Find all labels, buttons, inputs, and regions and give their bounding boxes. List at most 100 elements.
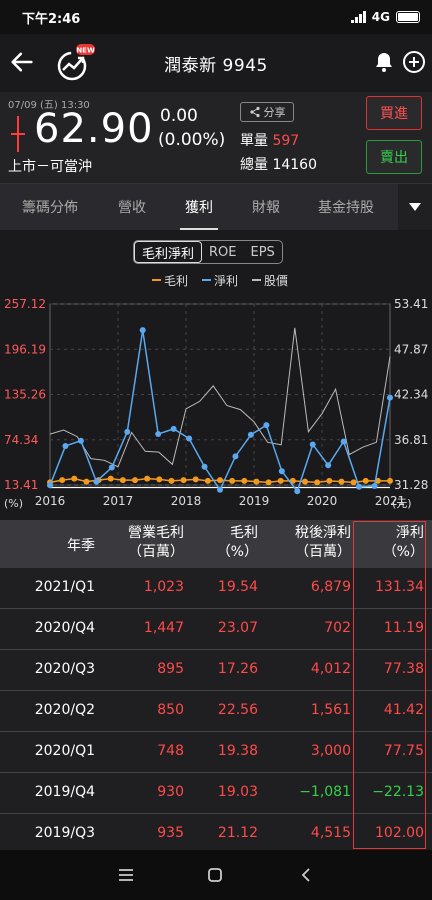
table-row[interactable]: 2020/Q3 895 17.26 4,012 77.38 <box>0 650 432 691</box>
metric-segmented-control: 毛利淨利 ROE EPS <box>133 240 283 264</box>
profit-chart-panel: 毛利淨利 ROE EPS 毛利 淨利 股價 257.12 196.19 135.26 74.… <box>0 230 432 520</box>
net-margin-point <box>124 428 131 435</box>
period-cell: 2020/Q2 <box>34 702 95 718</box>
sell-button[interactable]: 賣出 <box>366 140 422 174</box>
value-cell: 17.26 <box>217 661 258 677</box>
table-row[interactable]: 2020/Q1 748 19.38 3,000 77.75 <box>0 732 432 773</box>
left-axis-tick: 135.26 <box>4 388 46 402</box>
net-margin-point <box>371 483 378 490</box>
buy-button[interactable]: 買進 <box>366 96 422 130</box>
value-cell: 702 <box>324 620 351 636</box>
value-cell: 6,879 <box>310 579 351 595</box>
gross-margin-point <box>241 477 248 484</box>
news-trend-icon[interactable]: NEW <box>54 42 96 84</box>
table-row[interactable]: 2019/Q3 935 21.12 4,515 102.00 <box>0 814 432 855</box>
gross-margin-point <box>119 477 126 484</box>
battery-icon <box>396 11 420 23</box>
x-axis-tick: 2018 <box>171 494 202 508</box>
back-arrow-icon[interactable] <box>8 48 36 76</box>
total-volume-label: 總量 <box>240 157 268 173</box>
gross-margin-point <box>302 478 308 485</box>
tab-chips[interactable]: 籌碼分佈 <box>22 200 78 216</box>
total-volume: 14160 <box>272 157 317 173</box>
home-icon[interactable] <box>207 867 223 883</box>
page-title: 潤泰新 9945 <box>164 55 268 76</box>
left-axis-tick: 74.34 <box>4 433 38 447</box>
gross-margin-point <box>338 478 345 485</box>
net-margin-point <box>263 422 270 429</box>
table-row[interactable]: 2020/Q4 1,447 23.07 702 11.19 <box>0 609 432 650</box>
signal-icon <box>350 11 366 23</box>
gross-margin-point <box>107 475 114 482</box>
value-cell: 748 <box>157 743 184 759</box>
gross-margin-point <box>387 477 393 484</box>
value-cell: 930 <box>157 784 184 800</box>
table-row[interactable]: 2021/Q1 1,023 19.54 6,879 131.34 <box>0 568 432 609</box>
share-button[interactable]: 分享 <box>240 102 294 122</box>
value-cell: 77.75 <box>383 743 424 759</box>
value-cell: 23.07 <box>217 620 258 636</box>
net-margin-point <box>170 425 177 432</box>
net-margin-point <box>387 394 393 401</box>
bell-icon[interactable] <box>372 50 396 74</box>
right-axis-tick: 47.87 <box>394 342 428 356</box>
tab-revenue[interactable]: 營收 <box>118 200 146 216</box>
right-axis-tick: 42.34 <box>394 388 428 402</box>
caret-down-icon <box>409 203 421 211</box>
period-cell: 2021/Q1 <box>34 579 95 595</box>
x-axis-tick: 2019 <box>239 494 270 508</box>
gross-margin-point <box>253 478 260 485</box>
segment-margin[interactable]: 毛利淨利 <box>134 241 203 263</box>
value-cell: 11.19 <box>383 620 424 636</box>
value-cell: 131.34 <box>375 579 424 595</box>
gross-margin-point <box>326 477 333 484</box>
column-header: 淨利 （%） <box>382 525 424 560</box>
more-tabs-button[interactable] <box>398 184 432 230</box>
table-body: 2021/Q1 1,023 19.54 6,879 131.34 2020/Q4 1,447… <box>0 568 432 855</box>
value-cell: 1,023 <box>143 579 184 595</box>
left-axis-unit: (%) <box>4 497 23 510</box>
add-circle-icon[interactable] <box>402 50 426 74</box>
series-line-net-margin <box>49 329 391 493</box>
gross-margin-point <box>277 477 284 484</box>
segment-eps[interactable]: EPS <box>250 244 275 260</box>
right-axis-tick: 31.28 <box>394 478 428 492</box>
left-axis-tick: 13.41 <box>4 478 38 492</box>
gross-margin-point <box>217 477 223 484</box>
period-cell: 2019/Q3 <box>34 825 95 841</box>
profit-table: 年季 營業毛利 （百萬） 毛利 （%） 稅後淨利 （百萬） 淨利 （%） 2021/Q1 1,02… <box>0 520 432 855</box>
flat-price-icon <box>11 116 25 152</box>
net-margin-point <box>232 453 239 460</box>
tab-fund-holdings[interactable]: 基金持股 <box>318 200 374 216</box>
net-margin-point <box>155 431 162 438</box>
segment-roe[interactable]: ROE <box>209 244 237 260</box>
value-cell: 4,515 <box>310 825 351 841</box>
table-row[interactable]: 2019/Q4 930 19.03 −1,081 −22.13 <box>0 773 432 814</box>
right-axis-unit: (元) <box>392 497 412 510</box>
menu-icon[interactable] <box>118 868 134 882</box>
net-margin-point <box>201 463 208 470</box>
value-cell: 22.56 <box>217 702 258 718</box>
unit-volume: 597 <box>272 133 300 149</box>
net-margin-point <box>340 438 347 445</box>
tab-profit[interactable]: 獲利 <box>164 184 234 230</box>
table-header: 年季 營業毛利 （百萬） 毛利 （%） 稅後淨利 （百萬） 淨利 （%） <box>0 520 432 568</box>
back-icon[interactable] <box>300 867 312 883</box>
value-cell: 41.42 <box>383 702 424 718</box>
value-cell: 935 <box>157 825 184 841</box>
gross-margin-point <box>314 479 321 486</box>
net-margin-point <box>62 442 69 449</box>
legend-label: 淨利 <box>214 274 238 288</box>
gross-margin-point <box>83 478 90 485</box>
quote-price: 62.90 <box>34 106 154 152</box>
gross-margin-point <box>204 477 211 484</box>
value-cell: −22.13 <box>372 784 424 800</box>
share-label: 分享 <box>263 106 286 119</box>
section-tabs: 籌碼分佈 營收 獲利 財報 基金持股 <box>0 184 432 230</box>
value-cell: 19.38 <box>217 743 258 759</box>
gross-margin-point <box>229 477 236 484</box>
value-cell: 850 <box>157 702 184 718</box>
tab-financials[interactable]: 財報 <box>252 200 280 216</box>
quote-change: 0.00 <box>160 106 198 126</box>
table-row[interactable]: 2020/Q2 850 22.56 1,561 41.42 <box>0 691 432 732</box>
